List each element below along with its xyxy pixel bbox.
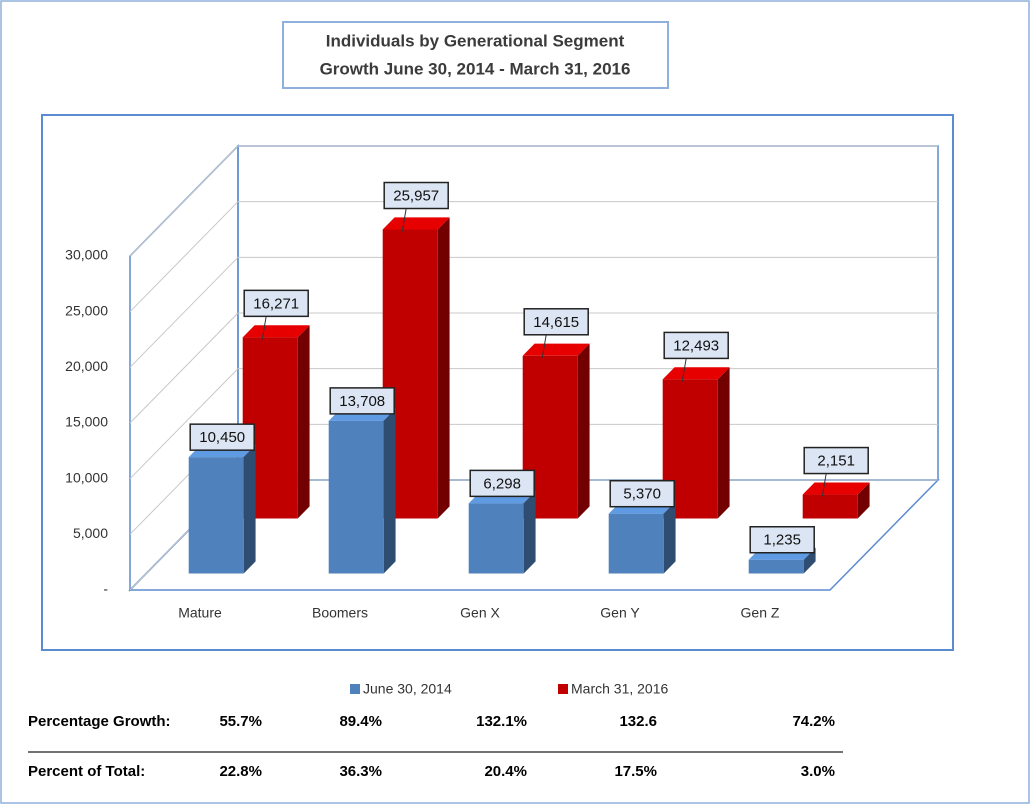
label-leader — [681, 358, 687, 382]
value-label-box — [189, 423, 255, 451]
bar-side — [857, 482, 870, 519]
value-label: 10,450 — [199, 429, 245, 446]
grid-line-side — [129, 256, 239, 368]
bar-side — [577, 343, 590, 519]
table-cell: 55.7% — [219, 713, 262, 730]
bar — [328, 420, 384, 574]
label-leader — [261, 316, 267, 340]
bar-top — [242, 325, 310, 338]
bar-top — [662, 367, 730, 380]
value-label: 1,235 — [763, 532, 801, 549]
bar — [802, 494, 858, 519]
bar-top — [382, 217, 450, 230]
bar-side — [243, 445, 256, 574]
x-tick-label: Gen X — [460, 605, 500, 621]
value-label-box — [609, 479, 675, 508]
value-label-box — [243, 289, 309, 318]
grid-line-side — [129, 368, 239, 480]
bar — [748, 559, 804, 574]
legend-swatch — [558, 684, 568, 694]
table-cell: 132.1% — [476, 713, 527, 730]
table-row-label: Percentage Growth: — [28, 713, 171, 730]
bar-side — [437, 217, 450, 519]
value-label-box — [803, 446, 869, 475]
value-label: 13,708 — [339, 393, 385, 410]
value-label: 5,370 — [623, 486, 661, 503]
table-cell: 89.4% — [339, 713, 382, 730]
x-tick-label: Mature — [178, 605, 222, 621]
value-label: 6,298 — [483, 475, 521, 492]
value-label-box — [469, 469, 535, 498]
y-tick-label: 20,000 — [65, 358, 108, 374]
value-label-box — [329, 387, 395, 415]
bar — [468, 503, 524, 574]
table-cell: 74.2% — [792, 713, 835, 730]
value-label: 12,493 — [673, 337, 719, 354]
legend-swatch — [350, 684, 360, 694]
y-tick-label: - — [103, 581, 108, 597]
x-tick-label: Boomers — [312, 605, 368, 621]
y-tick-label: 10,000 — [65, 469, 108, 485]
y-tick-label: 15,000 — [65, 414, 108, 430]
value-label: 14,615 — [533, 314, 579, 331]
bar-side — [297, 325, 310, 519]
value-label-box — [523, 308, 589, 336]
bar-side — [383, 408, 396, 574]
table-cell: 20.4% — [484, 763, 527, 780]
chart-title: Individuals by Generational Segment — [326, 31, 625, 50]
value-label-box — [383, 181, 449, 210]
table-row-label: Percent of Total: — [28, 763, 145, 780]
bar-side — [717, 367, 730, 519]
grid-line-side — [129, 201, 239, 313]
legend-label: March 31, 2016 — [571, 681, 668, 697]
grid-line-side — [129, 145, 239, 257]
value-label: 16,271 — [253, 295, 299, 312]
bar — [188, 457, 244, 574]
value-label-box — [663, 331, 729, 360]
bar-side — [523, 491, 536, 574]
chart-subtitle: Growth June 30, 2014 - March 31, 2016 — [320, 59, 631, 78]
title-box — [282, 21, 669, 89]
table-cell: 132.6 — [619, 713, 657, 730]
bar-top — [802, 482, 870, 495]
value-label: 2,151 — [817, 453, 855, 470]
y-tick-label: 5,000 — [73, 525, 108, 541]
table-cell: 22.8% — [219, 763, 262, 780]
table-cell: 17.5% — [614, 763, 657, 780]
legend-label: June 30, 2014 — [363, 681, 452, 697]
value-label-box — [749, 526, 815, 554]
label-leader — [541, 334, 547, 358]
bar-side — [663, 501, 676, 574]
x-tick-label: Gen Y — [600, 605, 640, 621]
grid-line-side — [129, 312, 239, 424]
label-leader — [401, 208, 407, 232]
label-leader — [821, 473, 827, 497]
bar — [608, 513, 664, 574]
value-label: 25,957 — [393, 187, 439, 204]
table-cell: 3.0% — [801, 763, 835, 780]
x-tick-label: Gen Z — [741, 605, 780, 621]
y-tick-label: 30,000 — [65, 247, 108, 263]
y-tick-label: 25,000 — [65, 302, 108, 318]
bar-side — [803, 547, 816, 574]
table-cell: 36.3% — [339, 763, 382, 780]
bar-top — [522, 343, 590, 356]
